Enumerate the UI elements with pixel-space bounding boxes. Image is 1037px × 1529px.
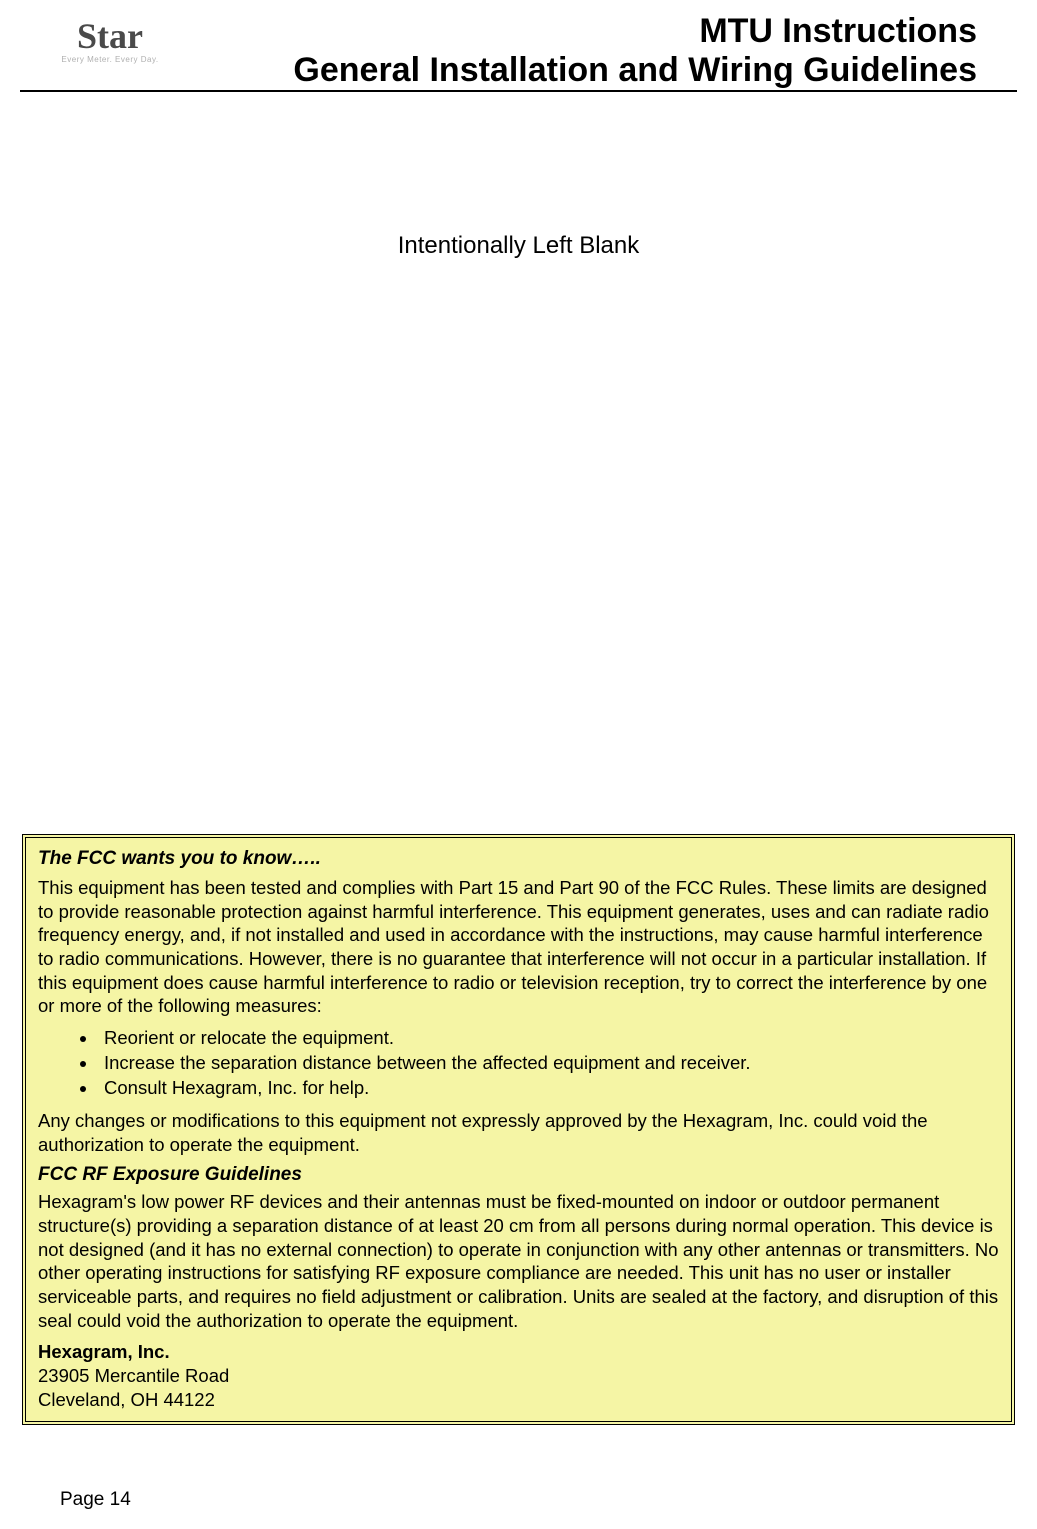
fcc-bullet-item: Consult Hexagram, Inc. for help.: [98, 1076, 999, 1101]
company-name: Hexagram, Inc.: [38, 1340, 999, 1364]
intentionally-blank-text: Intentionally Left Blank: [0, 232, 1037, 260]
page-header: Star Every Meter. Every Day. MTU Instruc…: [20, 0, 1017, 92]
fcc-notice-box: The FCC wants you to know….. This equipm…: [22, 834, 1015, 1425]
fcc-bullet-list: Reorient or relocate the equipment. Incr…: [98, 1026, 999, 1101]
fcc-paragraph-1: This equipment has been tested and compl…: [38, 876, 999, 1018]
document-title-line1: MTU Instructions: [170, 12, 977, 51]
fcc-exposure-heading: FCC RF Exposure Guidelines: [38, 1164, 999, 1186]
company-address-line2: Cleveland, OH 44122: [38, 1388, 999, 1412]
header-title-block: MTU Instructions General Installation an…: [170, 4, 977, 90]
document-page: Star Every Meter. Every Day. MTU Instruc…: [0, 0, 1037, 1529]
company-logo: Star Every Meter. Every Day.: [50, 2, 170, 82]
page-number: Page 14: [60, 1489, 131, 1511]
company-address-block: Hexagram, Inc. 23905 Mercantile Road Cle…: [38, 1340, 999, 1411]
fcc-paragraph-3: Hexagram's low power RF devices and thei…: [38, 1190, 999, 1332]
fcc-bullet-item: Increase the separation distance between…: [98, 1051, 999, 1076]
fcc-bullet-item: Reorient or relocate the equipment.: [98, 1026, 999, 1051]
company-address-line1: 23905 Mercantile Road: [38, 1364, 999, 1388]
fcc-paragraph-2: Any changes or modifications to this equ…: [38, 1109, 999, 1156]
logo-main-text: Star: [77, 20, 143, 52]
document-title-line2: General Installation and Wiring Guidelin…: [170, 51, 977, 90]
logo-sub-text: Every Meter. Every Day.: [61, 55, 158, 64]
fcc-heading: The FCC wants you to know…..: [38, 848, 999, 870]
